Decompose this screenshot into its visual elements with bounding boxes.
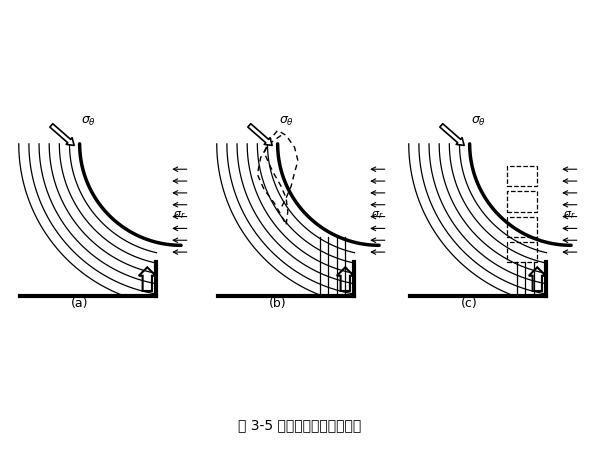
FancyArrow shape bbox=[139, 267, 156, 291]
Bar bbox=[507, 191, 537, 212]
Bar bbox=[507, 216, 537, 237]
Text: $\sigma_r$: $\sigma_r$ bbox=[173, 209, 185, 221]
FancyArrow shape bbox=[529, 267, 546, 291]
Text: (b): (b) bbox=[269, 297, 286, 310]
Text: (a): (a) bbox=[71, 297, 88, 310]
Text: $\sigma_\theta$: $\sigma_\theta$ bbox=[280, 115, 295, 128]
Text: 图 3-5 张拉型板裂化破坏机制: 图 3-5 张拉型板裂化破坏机制 bbox=[238, 418, 362, 432]
Text: $\sigma_r$: $\sigma_r$ bbox=[563, 209, 575, 221]
Text: $\sigma_\theta$: $\sigma_\theta$ bbox=[82, 115, 97, 128]
Bar bbox=[507, 242, 537, 262]
Text: $\sigma_r$: $\sigma_r$ bbox=[371, 209, 383, 221]
FancyArrow shape bbox=[337, 267, 354, 291]
Bar bbox=[507, 166, 537, 186]
Text: (c): (c) bbox=[461, 297, 478, 310]
Text: $\sigma_\theta$: $\sigma_\theta$ bbox=[472, 115, 487, 128]
